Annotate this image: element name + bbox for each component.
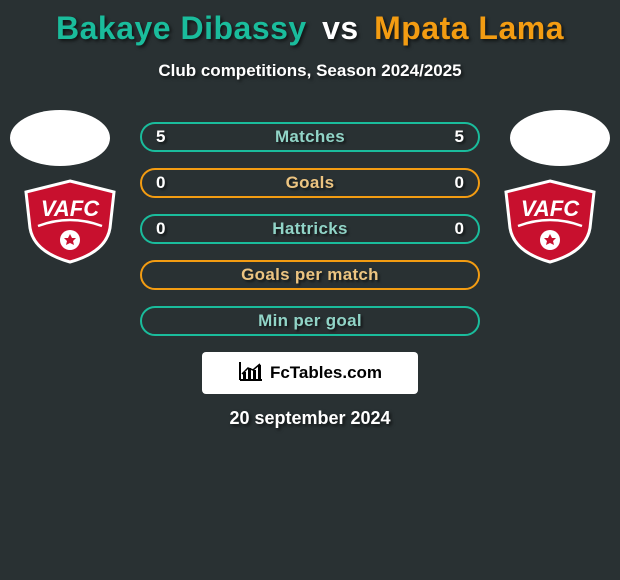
- stat-row-goals: 0 Goals 0: [140, 168, 480, 198]
- player1-club-badge: VAFC: [20, 178, 120, 264]
- club-badge-text-left: VAFC: [41, 196, 100, 221]
- watermark-chart-icon: [238, 360, 264, 387]
- stat-row-hattricks: 0 Hattricks 0: [140, 214, 480, 244]
- stat-row-goals-per-match: Goals per match: [140, 260, 480, 290]
- player2-photo-placeholder: [510, 110, 610, 166]
- player1-name: Bakaye Dibassy: [56, 10, 307, 46]
- stat-hattricks-label: Hattricks: [272, 219, 347, 239]
- stat-hattricks-left: 0: [156, 219, 165, 239]
- stat-mpg-label: Min per goal: [258, 311, 362, 331]
- player2-club-badge: VAFC: [500, 178, 600, 264]
- stat-goals-left: 0: [156, 173, 165, 193]
- watermark: FcTables.com: [202, 352, 418, 394]
- stat-matches-right: 5: [455, 127, 464, 147]
- stat-matches-label: Matches: [275, 127, 345, 147]
- subtitle: Club competitions, Season 2024/2025: [0, 61, 620, 81]
- stats-container: 5 Matches 5 0 Goals 0 0 Hattricks 0 Goal…: [140, 122, 480, 352]
- stat-matches-left: 5: [156, 127, 165, 147]
- watermark-text: FcTables.com: [270, 363, 382, 383]
- vs-text: vs: [322, 10, 359, 46]
- date: 20 september 2024: [0, 408, 620, 429]
- stat-row-matches: 5 Matches 5: [140, 122, 480, 152]
- stat-goals-label: Goals: [286, 173, 335, 193]
- stat-row-min-per-goal: Min per goal: [140, 306, 480, 336]
- stat-gpm-label: Goals per match: [241, 265, 379, 285]
- player2-name: Mpata Lama: [374, 10, 564, 46]
- club-badge-text-right: VAFC: [521, 196, 580, 221]
- player1-photo-placeholder: [10, 110, 110, 166]
- stat-hattricks-right: 0: [455, 219, 464, 239]
- stat-goals-right: 0: [455, 173, 464, 193]
- comparison-title: Bakaye Dibassy vs Mpata Lama: [0, 0, 620, 47]
